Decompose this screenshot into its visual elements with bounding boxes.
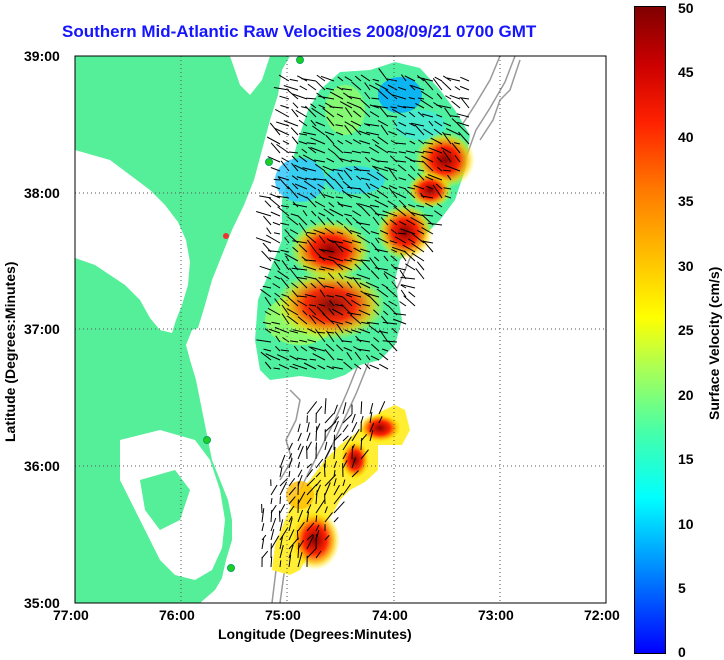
colorbar-tick: 20 (678, 387, 694, 403)
velocity-map (0, 0, 634, 659)
y-tick: 36:00 (24, 458, 60, 474)
velocity-vector (324, 464, 325, 477)
colorbar (634, 6, 666, 654)
velocity-vector (316, 515, 317, 522)
colorbar-tick: 30 (678, 258, 694, 274)
velocity-vector (352, 446, 353, 459)
velocity-vector (334, 435, 335, 450)
x-tick: 76:00 (159, 607, 195, 623)
velocity-vector (361, 438, 362, 450)
velocity-vector (280, 496, 281, 504)
station-marker (266, 159, 273, 166)
colorbar-label: Surface Velocity (cm/s) (706, 267, 722, 420)
x-tick: 75:00 (265, 607, 301, 623)
colorbar-tick: 25 (678, 322, 694, 338)
station-marker (228, 565, 235, 572)
velocity-vector (361, 401, 362, 414)
station-marker (223, 233, 229, 239)
x-tick: 73:00 (478, 607, 514, 623)
velocity-vector (271, 557, 272, 567)
x-axis-label: Longitude (Degrees:Minutes) (218, 626, 412, 642)
station-marker (204, 437, 211, 444)
colorbar-tick: 10 (678, 516, 694, 532)
colorbar-tick: 5 (678, 580, 686, 596)
y-tick: 37:00 (24, 321, 60, 337)
y-axis-label: Latitude (Degrees:Minutes) (2, 262, 18, 442)
colorbar-tick: 0 (678, 644, 686, 660)
y-tick: 38:00 (24, 185, 60, 201)
velocity-vector (310, 359, 316, 360)
x-tick: 72:00 (584, 607, 620, 623)
colorbar-tick: 45 (678, 64, 694, 80)
colorbar-tick: 35 (678, 193, 694, 209)
colorbar-tick: 50 (678, 0, 694, 16)
colorbar-tick: 40 (678, 129, 694, 145)
colorbar-tick: 15 (678, 451, 694, 467)
y-tick: 35:00 (24, 595, 60, 611)
velocity-vector (274, 179, 280, 180)
velocity-vector (316, 534, 317, 549)
y-tick: 39:00 (24, 48, 60, 64)
velocity-vector (279, 511, 280, 522)
x-tick: 74:00 (372, 607, 408, 623)
station-marker (297, 57, 304, 64)
